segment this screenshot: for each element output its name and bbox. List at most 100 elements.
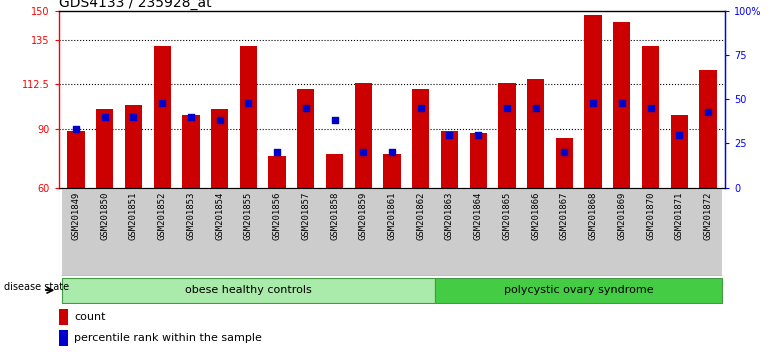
Text: GSM201862: GSM201862 [416,192,425,240]
Bar [636,188,665,276]
Point [558,149,571,155]
Bar [584,15,601,188]
Text: GSM201850: GSM201850 [100,192,109,240]
Text: GSM201856: GSM201856 [273,192,281,240]
Text: GSM201870: GSM201870 [646,192,655,240]
Text: GSM201871: GSM201871 [675,192,684,240]
Bar [470,132,487,188]
Point [127,114,140,120]
Bar [59,309,68,325]
Point [270,149,283,155]
Point [70,126,82,132]
Bar [234,188,263,276]
Point [386,149,398,155]
Bar [96,109,114,188]
Bar [694,188,722,276]
Bar [499,84,516,188]
Bar [579,188,608,276]
Point [702,109,714,114]
Bar [292,188,320,276]
Point [299,105,312,111]
Bar [176,188,205,276]
Text: GSM201866: GSM201866 [531,192,540,240]
Bar [59,330,68,346]
Text: GSM201849: GSM201849 [71,192,81,240]
Bar [378,188,406,276]
Text: GSM201854: GSM201854 [215,192,224,240]
Bar [492,188,521,276]
Bar [119,188,148,276]
Point [185,114,198,120]
Point [501,105,514,111]
Text: GSM201861: GSM201861 [387,192,397,240]
Text: obese healthy controls: obese healthy controls [185,285,312,295]
Point [328,118,341,123]
Text: polycystic ovary syndrome: polycystic ovary syndrome [504,285,654,295]
Bar [154,46,171,188]
Text: GSM201858: GSM201858 [330,192,339,240]
Text: count: count [74,312,106,322]
Bar [521,188,550,276]
Bar [670,115,688,188]
Text: GSM201865: GSM201865 [503,192,511,240]
Bar [263,188,292,276]
Bar [642,46,659,188]
Bar [205,188,234,276]
Text: GSM201872: GSM201872 [703,192,713,240]
Bar [665,188,694,276]
Bar [613,22,630,188]
Bar [556,138,573,188]
Point [415,105,427,111]
Bar [320,188,349,276]
Text: GSM201868: GSM201868 [589,192,597,240]
Text: GSM201867: GSM201867 [560,192,569,240]
Text: GSM201863: GSM201863 [445,192,454,240]
Bar [148,188,176,276]
Text: disease state: disease state [4,282,69,292]
Text: GSM201851: GSM201851 [129,192,138,240]
Bar [406,188,435,276]
Bar [383,154,401,188]
Point [472,132,485,137]
Point [213,118,226,123]
Bar [699,70,717,188]
Bar [62,188,90,276]
Text: GSM201859: GSM201859 [359,192,368,240]
Text: GSM201857: GSM201857 [301,192,310,240]
Point [242,100,255,105]
Bar [90,188,119,276]
Bar [183,115,200,188]
Bar [441,131,458,188]
Text: GSM201853: GSM201853 [187,192,195,240]
Bar [62,278,435,303]
Bar [349,188,378,276]
Bar [240,46,257,188]
Point [357,149,369,155]
Bar [326,154,343,188]
Bar [211,109,228,188]
Point [443,132,456,137]
Text: percentile rank within the sample: percentile rank within the sample [74,333,263,343]
Bar [297,89,314,188]
Text: GSM201864: GSM201864 [474,192,483,240]
Bar [268,156,285,188]
Point [156,100,169,105]
Point [673,132,685,137]
Text: GSM201869: GSM201869 [617,192,626,240]
Bar [608,188,636,276]
Point [615,100,628,105]
Point [586,100,599,105]
Text: GDS4133 / 235928_at: GDS4133 / 235928_at [59,0,212,10]
Text: GSM201855: GSM201855 [244,192,253,240]
Point [644,105,657,111]
Point [529,105,542,111]
Bar [435,278,722,303]
Bar [464,188,492,276]
Bar [550,188,579,276]
Bar [354,84,372,188]
Bar [527,79,544,188]
Bar [125,105,142,188]
Point [99,114,111,120]
Bar [435,188,464,276]
Text: GSM201852: GSM201852 [158,192,167,240]
